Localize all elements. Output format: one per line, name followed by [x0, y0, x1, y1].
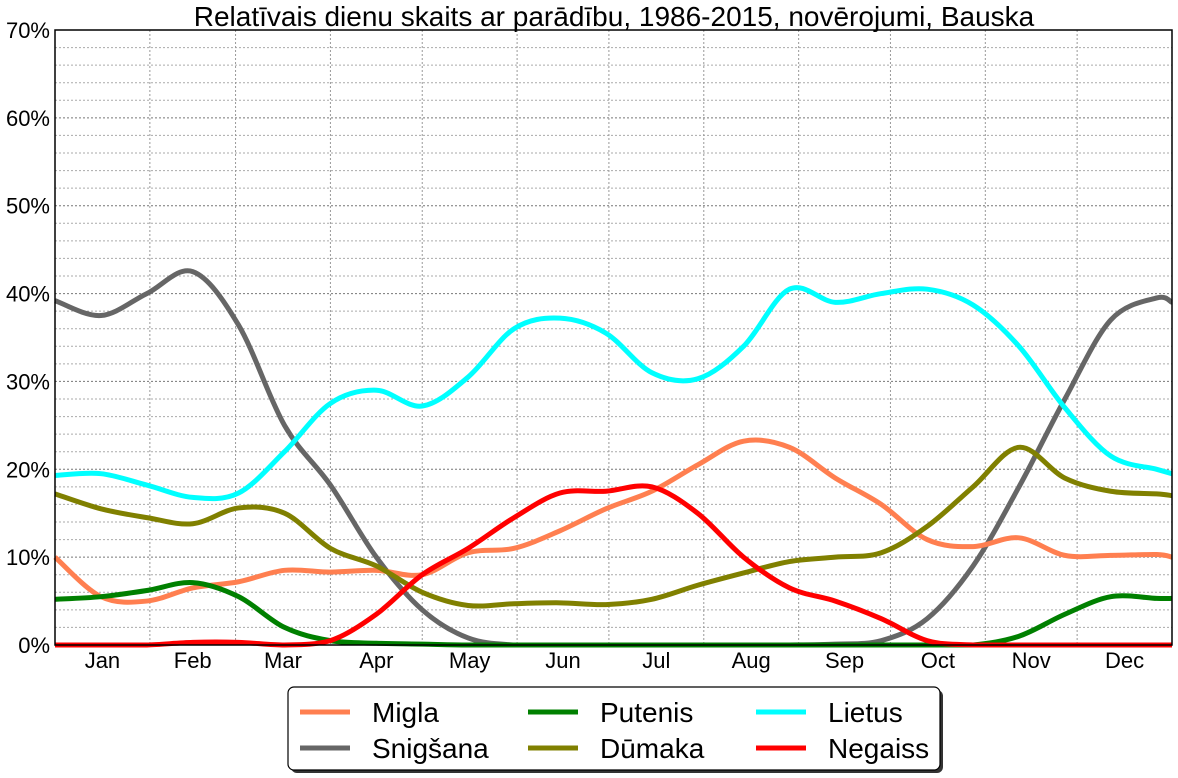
- legend-label: Negaiss: [828, 733, 929, 764]
- y-tick-label: 10%: [6, 545, 50, 570]
- x-tick-label: Mar: [264, 648, 302, 673]
- x-tick-label: Jan: [85, 648, 120, 673]
- x-tick-label: May: [449, 648, 491, 673]
- x-tick-label: Jun: [545, 648, 580, 673]
- x-tick-label: Dec: [1105, 648, 1144, 673]
- plot-frame: [54, 29, 1173, 646]
- y-tick-label: 60%: [6, 106, 50, 131]
- x-tick-label: Feb: [174, 648, 212, 673]
- series-line-dūmaka: [54, 444, 1173, 609]
- x-tick-label: Apr: [359, 648, 393, 673]
- x-tick-label: Oct: [921, 648, 955, 673]
- legend-label: Dūmaka: [600, 733, 705, 764]
- series-line-migla: [53, 437, 1173, 605]
- x-tick-label: Jul: [642, 648, 670, 673]
- y-tick-label: 70%: [6, 18, 50, 43]
- y-tick-label: 50%: [6, 194, 50, 219]
- chart-title: Relatīvais dienu skaits ar parādību, 198…: [194, 1, 1035, 32]
- y-tick-label: 0%: [18, 633, 50, 658]
- x-tick-label: Aug: [732, 648, 771, 673]
- x-tick-label: Nov: [1012, 648, 1051, 673]
- legend-label: Snigšana: [372, 733, 489, 764]
- legend: Migla Snigšana Putenis Dūmaka Lietus Negaiss: [287, 686, 943, 773]
- y-tick-label: 20%: [6, 457, 50, 482]
- legend-label: Lietus: [828, 697, 903, 728]
- series-line-lietus: [54, 285, 1173, 502]
- x-tick-label: Sep: [825, 648, 864, 673]
- legend-label: Putenis: [600, 697, 693, 728]
- y-tick-label: 30%: [6, 369, 50, 394]
- y-tick-label: 40%: [6, 282, 50, 307]
- legend-label: Migla: [372, 697, 439, 728]
